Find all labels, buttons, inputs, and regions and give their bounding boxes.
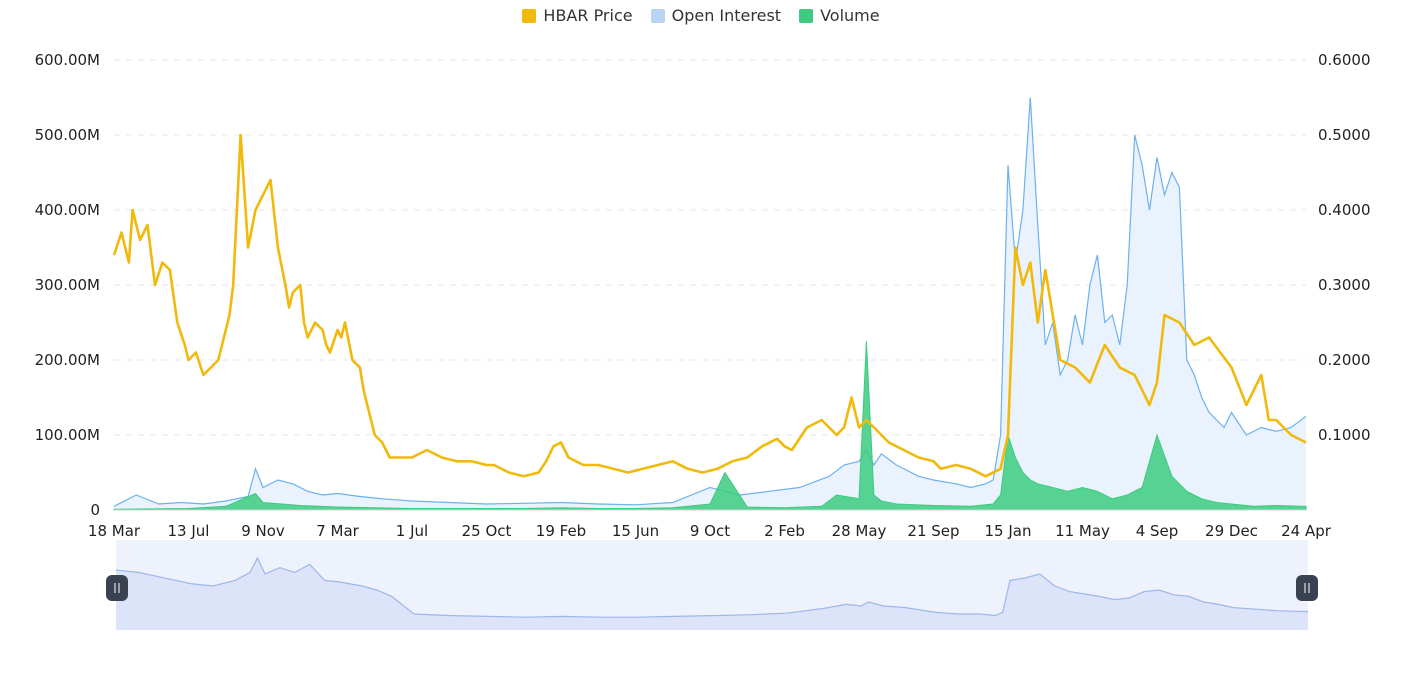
x-tick-label: 9 Oct <box>690 522 730 540</box>
legend-item-volume[interactable]: Volume <box>799 6 880 25</box>
y-right-tick-label: 0.6000 <box>1318 51 1371 69</box>
axis-layer: 0 100.00M 200.00M 300.00M 400.00M 500.00M 600.… <box>35 51 1371 540</box>
open-interest-area <box>114 97 1306 510</box>
navigator[interactable] <box>106 540 1318 630</box>
legend-item-open-interest[interactable]: Open Interest <box>650 6 782 25</box>
price-line <box>112 133 1307 478</box>
x-tick-label: 21 Sep <box>907 522 959 540</box>
x-tick-label: 15 Jan <box>985 522 1032 540</box>
y-right-tick-label: 0.2000 <box>1318 351 1371 369</box>
x-tick-label: 4 Sep <box>1136 522 1179 540</box>
y-left-tick-label: 300.00M <box>35 276 100 294</box>
y-right-tick-label: 0.5000 <box>1318 126 1371 144</box>
x-tick-label: 13 Jul <box>168 522 210 540</box>
legend-label-price: HBAR Price <box>543 6 633 25</box>
y-right-tick-label: 0.4000 <box>1318 201 1371 219</box>
volume-area <box>113 341 1307 511</box>
x-tick-label: 29 Dec <box>1205 522 1258 540</box>
y-left-tick-label: 100.00M <box>35 426 100 444</box>
x-tick-label: 1 Jul <box>396 522 428 540</box>
x-tick-label: 18 Mar <box>88 522 141 540</box>
navigator-area <box>116 558 1308 630</box>
navigator-handle-left[interactable] <box>106 575 128 601</box>
navigator-handle-right[interactable] <box>1296 575 1318 601</box>
legend-swatch-open-interest <box>650 8 665 23</box>
y-left-tick-label: 600.00M <box>35 51 100 69</box>
series-layer <box>112 97 1307 511</box>
x-tick-label: 19 Feb <box>536 522 586 540</box>
x-tick-label: 7 Mar <box>316 522 359 540</box>
legend-item-price[interactable]: HBAR Price <box>522 6 633 25</box>
y-right-tick-label: 0.1000 <box>1318 426 1371 444</box>
x-tick-label: 15 Jun <box>612 522 659 540</box>
x-tick-label: 11 May <box>1055 522 1110 540</box>
legend: HBAR Price Open Interest Volume <box>0 6 1402 25</box>
y-left-tick-label: 200.00M <box>35 351 100 369</box>
x-tick-label: 2 Feb <box>764 522 805 540</box>
legend-swatch-volume <box>799 8 814 23</box>
x-tick-label: 28 May <box>832 522 887 540</box>
y-left-tick-label: 0 <box>90 501 100 519</box>
legend-swatch-price <box>522 8 537 23</box>
y-right-tick-label: 0.3000 <box>1318 276 1371 294</box>
legend-label-volume: Volume <box>820 6 880 25</box>
legend-label-open-interest: Open Interest <box>671 6 782 25</box>
x-tick-label: 25 Oct <box>462 522 512 540</box>
y-left-tick-label: 400.00M <box>35 201 100 219</box>
navigator-line <box>115 556 1309 618</box>
x-tick-label: 9 Nov <box>241 522 285 540</box>
open-interest-line <box>113 97 1307 507</box>
x-tick-label: 24 Apr <box>1281 522 1332 540</box>
y-left-tick-label: 500.00M <box>35 126 100 144</box>
